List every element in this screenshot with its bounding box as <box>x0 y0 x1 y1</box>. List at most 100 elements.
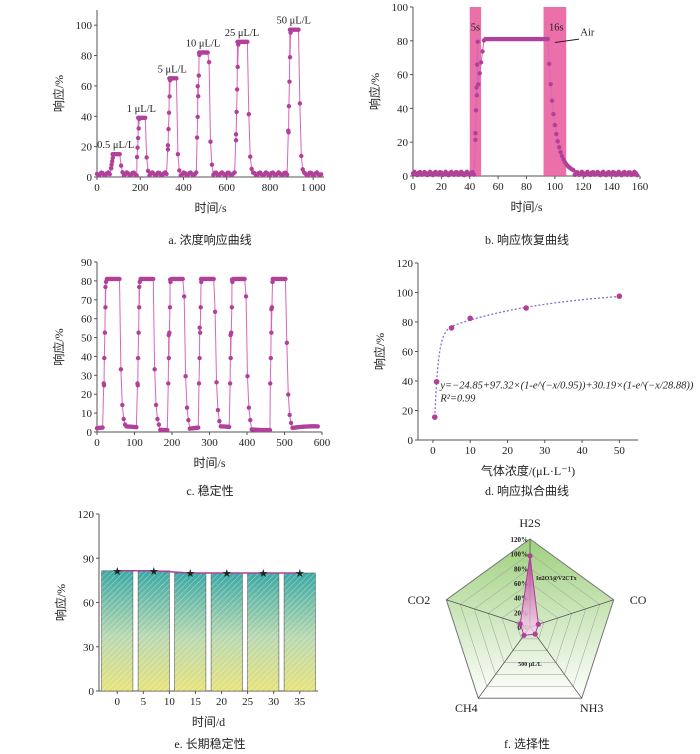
data-point <box>167 305 173 310</box>
data-point <box>155 416 160 422</box>
data-point <box>269 330 274 335</box>
pulse-label: 5 μL/L <box>158 64 187 75</box>
y-tick-label: 60 <box>397 70 409 82</box>
x-tick-label: 200 <box>132 182 149 194</box>
data-point <box>194 170 199 175</box>
data-point <box>136 305 142 310</box>
x-tick-label: 20 <box>436 181 448 193</box>
panel-caption: e. 长期稳定性 <box>174 736 245 751</box>
y-axis-label: 响应/% <box>372 333 387 370</box>
data-point <box>233 138 239 143</box>
radar-axis <box>446 599 531 628</box>
panel-b: 0 20 40 60 80 100 120 140 160 0 20 40 60 80 100 时间/s 响应/… <box>367 2 649 247</box>
y-tick-label: 100 <box>392 2 409 14</box>
data-point <box>100 425 105 430</box>
x-tick-label: 10 <box>164 696 176 708</box>
y-tick-label: 60 <box>81 314 93 326</box>
panel-caption: f. 选择性 <box>504 737 550 751</box>
x-tick-label: 80 <box>521 181 533 193</box>
data-point <box>135 135 141 141</box>
data-point <box>246 405 252 410</box>
data-point <box>134 154 140 160</box>
x-tick-label: 30 <box>539 445 551 457</box>
x-tick-label: 15 <box>190 696 202 708</box>
data-point <box>269 305 275 310</box>
data-point <box>143 115 148 120</box>
x-axis-label: 时间/d <box>192 715 225 729</box>
x-tick-label: 50 <box>614 445 626 457</box>
y-tick-label: 60 <box>81 81 93 93</box>
shaded-band <box>469 7 482 176</box>
pulse-label: 1 μL/L <box>127 104 156 115</box>
data-point <box>195 114 200 120</box>
condition-label: 500 μL/L <box>518 662 542 668</box>
data-point <box>108 166 114 171</box>
y-tick-label: 100 <box>76 20 93 32</box>
data-point <box>208 139 213 144</box>
data-point <box>234 87 240 92</box>
data-point <box>523 305 529 311</box>
x-tick-label: 30 <box>268 696 280 708</box>
annotation: 16s <box>549 23 564 34</box>
data-point <box>167 330 172 335</box>
star-marker-icon: ★ <box>295 568 305 580</box>
data-point <box>118 163 124 168</box>
x-tick-label: 40 <box>464 181 476 193</box>
data-point <box>299 153 304 159</box>
panel-caption: b. 响应恢复曲线 <box>485 232 569 247</box>
star-marker-icon: ★ <box>222 568 232 580</box>
data-point <box>552 122 558 128</box>
data-point <box>206 59 212 65</box>
data-point <box>297 101 303 106</box>
data-point <box>134 425 139 430</box>
y-tick-label: 90 <box>83 553 95 565</box>
pulse-label: 50 μL/L <box>276 16 311 27</box>
data-point <box>248 417 253 423</box>
x-axis-label: 时间/s <box>194 201 226 215</box>
x-tick-label: 600 <box>314 437 331 449</box>
data-point <box>431 414 438 420</box>
x-tick-label: 25 <box>242 696 254 708</box>
data-point <box>118 367 124 372</box>
data-point <box>268 355 274 361</box>
data-point <box>183 374 188 379</box>
data-point <box>471 172 477 177</box>
data-point <box>535 621 541 627</box>
y-tick-label: 20 <box>81 389 93 401</box>
x-axis-label: 时间/s <box>510 200 542 214</box>
data-point <box>151 276 156 282</box>
star-marker-icon: ★ <box>258 568 268 580</box>
data-point <box>165 143 171 148</box>
y-tick-label: 40 <box>397 103 409 115</box>
arrow-icon <box>554 38 580 43</box>
y-tick-label: 80 <box>402 317 414 329</box>
radar-gridline <box>501 597 559 651</box>
star-marker-icon: ★ <box>149 566 159 578</box>
data-point <box>226 424 232 430</box>
data-point <box>209 162 215 167</box>
data-point <box>474 93 480 98</box>
y-tick-label: 30 <box>81 370 93 382</box>
data-point <box>229 305 235 310</box>
data-point <box>527 553 533 559</box>
y-tick-label: 20 <box>402 406 414 418</box>
radar-axis <box>529 599 614 628</box>
y-tick-label: 40 <box>402 376 414 388</box>
data-point <box>144 155 149 160</box>
data-point <box>267 427 273 433</box>
category-label: CO2 <box>408 593 431 607</box>
data-point <box>196 425 201 430</box>
data-point <box>166 381 171 386</box>
data-point <box>555 139 560 144</box>
data-point <box>448 325 455 331</box>
data-point <box>135 383 140 388</box>
series-label: In2O3@V2CTx <box>536 576 577 582</box>
bar-hatch <box>138 570 170 691</box>
category-label: CH4 <box>455 701 478 715</box>
data-point <box>197 330 203 335</box>
x-tick-label: 0 <box>94 437 100 449</box>
data-point <box>217 418 222 424</box>
y-tick-label: 10 <box>81 408 93 420</box>
data-point <box>556 145 562 150</box>
data-point <box>181 294 187 299</box>
